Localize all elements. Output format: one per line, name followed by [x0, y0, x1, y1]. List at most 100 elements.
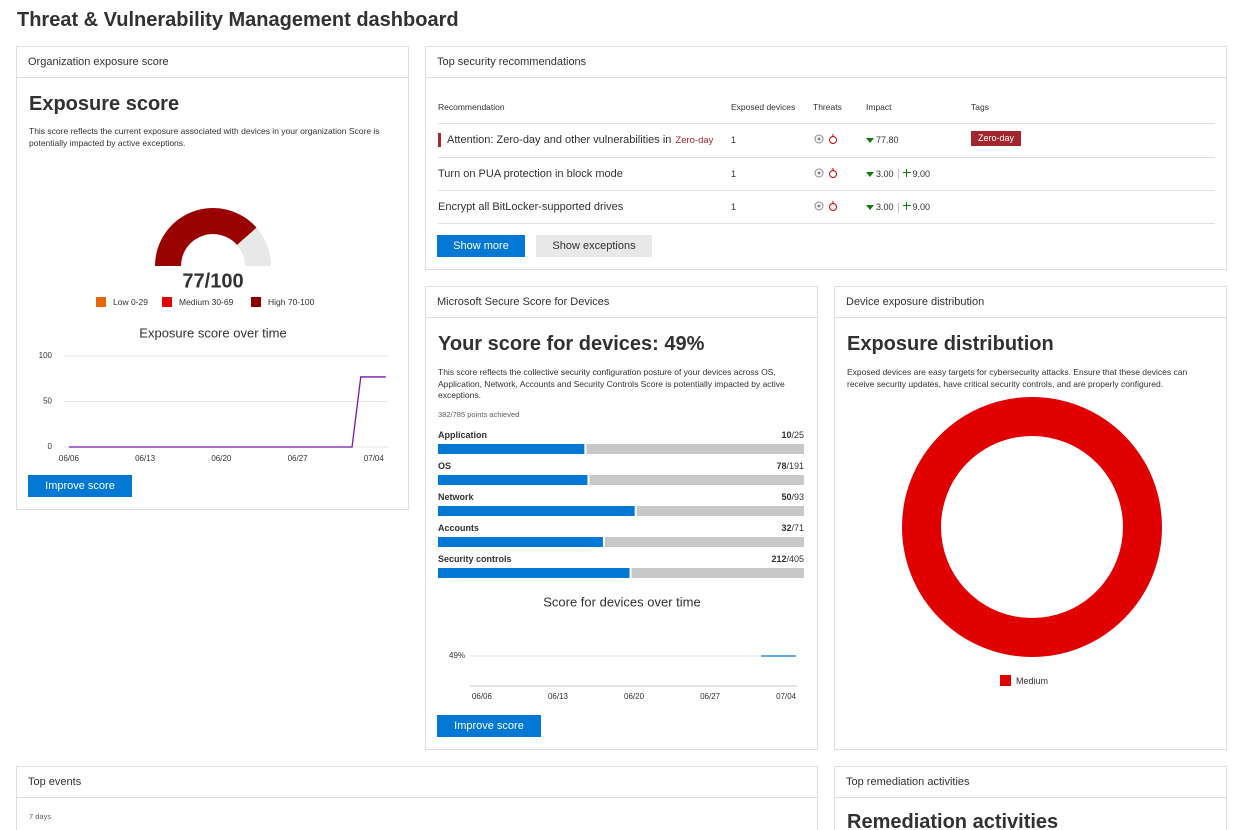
- y-tick-label: 100: [39, 351, 53, 360]
- show-more-button[interactable]: Show more: [437, 235, 525, 257]
- max: /93: [791, 492, 804, 502]
- gauge-label: 77/100: [182, 270, 243, 292]
- plus-icon: [902, 202, 911, 210]
- recommendation-name: Encrypt all BitLocker-supported drives: [438, 201, 623, 213]
- card: Top security recommendations Recommendati…: [425, 46, 1227, 270]
- x-tick-label: 06/13: [548, 692, 569, 701]
- category-name: Security controls: [438, 554, 512, 564]
- category-score: 10/25: [781, 430, 804, 440]
- bar: [438, 475, 588, 485]
- divider: [835, 317, 1226, 318]
- recommendation-name: Attention: Zero-day and other vulnerabil…: [447, 134, 713, 146]
- legend-label: Low 0-29: [113, 297, 148, 307]
- impact-value: 3.00: [876, 168, 894, 179]
- card: Top remediation activities Remediation ac…: [834, 766, 1227, 830]
- x-tick-label: 06/06: [59, 454, 80, 463]
- category-score: 212/405: [771, 554, 804, 564]
- show-exceptions-button[interactable]: Show exceptions: [536, 235, 652, 257]
- legend-swatch: [251, 297, 261, 307]
- category-score: 78/191: [776, 461, 804, 471]
- bar: [438, 444, 585, 454]
- card: Top events 7 days: [16, 766, 818, 830]
- card-heading: Exposure distribution: [847, 333, 1054, 355]
- recommendation-name: Turn on PUA protection in block mode: [438, 168, 623, 180]
- impact: 3.00 9.00: [866, 168, 931, 180]
- card-header: Microsoft Secure Score for Devices: [437, 296, 610, 308]
- bar: [438, 568, 630, 578]
- improve-score-button[interactable]: Improve score: [28, 475, 132, 497]
- legend-swatch: [96, 297, 106, 307]
- x-tick-label: 07/04: [364, 454, 385, 463]
- legend-swatch: [162, 297, 172, 307]
- score-impact-value: 9.00: [912, 168, 931, 179]
- max: /71: [791, 523, 804, 533]
- threat-icons: [814, 167, 840, 183]
- gauge-value: [155, 207, 257, 266]
- max: /405: [786, 554, 804, 564]
- y-tick-label: 50: [43, 397, 52, 406]
- card: Organization exposure score Exposure scor…: [16, 46, 409, 510]
- column-header: Impact: [866, 102, 892, 112]
- row-divider: [438, 223, 1215, 224]
- impact-value: 3.00: [876, 202, 894, 212]
- period: 7 days: [29, 812, 52, 821]
- divider: [17, 797, 817, 798]
- impact: 3.00 9.00: [866, 202, 930, 213]
- impact-value: 77.80: [876, 135, 899, 145]
- category-score: 32/71: [781, 523, 804, 533]
- card-heading: Remediation activities: [847, 811, 1059, 830]
- card-heading: Exposure score: [29, 93, 180, 115]
- max: /191: [786, 461, 804, 471]
- tag: Zero-day: [971, 131, 1022, 146]
- x-tick-label: 07/04: [776, 692, 797, 701]
- row-divider: [438, 157, 1215, 158]
- exposed-devices: 1: [731, 168, 737, 179]
- legend-label: Medium: [1016, 676, 1048, 686]
- impact-arrow: [866, 171, 874, 177]
- x-tick-label: 06/27: [288, 454, 309, 463]
- impact: 77.80: [866, 135, 899, 145]
- x-tick-label: 06/06: [472, 692, 493, 701]
- card-description: Exposed devices are easy targets for cyb…: [847, 367, 1188, 389]
- column-header: Recommendation: [438, 102, 505, 112]
- inline-tag: Zero-day: [675, 135, 714, 146]
- impact-arrow: [866, 138, 874, 143]
- bar-track: [438, 444, 804, 454]
- threat-icons: [814, 200, 840, 216]
- category-name: Network: [438, 492, 474, 502]
- page-title: Threat & Vulnerability Management dashbo…: [17, 9, 459, 31]
- exposed-devices: 1: [731, 202, 737, 212]
- bar: [438, 506, 635, 516]
- legend-swatch: [1000, 675, 1011, 686]
- category-name: Application: [438, 430, 487, 440]
- category-score: 50/93: [781, 492, 804, 502]
- improve-score-button[interactable]: Improve score: [437, 715, 541, 737]
- card-header: Device exposure distribution: [846, 296, 985, 308]
- chart-title: Exposure score over time: [139, 325, 286, 340]
- bar: [438, 537, 603, 547]
- card-header: Top remediation activities: [846, 776, 970, 788]
- column-header: Threats: [813, 102, 842, 112]
- x-tick-label: 06/13: [135, 454, 156, 463]
- score: 78: [776, 461, 787, 471]
- card-header: Organization exposure score: [28, 56, 169, 68]
- card-header: Top security recommendations: [437, 56, 587, 68]
- recommendation-text: Attention: Zero-day and other vulnerabil…: [447, 134, 672, 146]
- recommendation-text: Turn on PUA protection in block mode: [438, 167, 623, 180]
- score: 32: [781, 523, 792, 533]
- threat-icons: [814, 133, 840, 149]
- threat-icons-graphic: [814, 167, 837, 178]
- category-name: Accounts: [438, 523, 480, 533]
- threat-icons-graphic: [814, 201, 837, 211]
- y-tick-label: 0: [48, 442, 53, 451]
- x-tick-label: 06/20: [211, 454, 232, 463]
- exposed-devices: 1: [731, 135, 737, 145]
- card-heading: Your score for devices: 49%: [438, 333, 705, 355]
- x-tick-label: 06/20: [624, 692, 645, 701]
- impact-divider: [897, 169, 899, 180]
- column-header: Tags: [971, 102, 989, 112]
- divider: [835, 797, 1226, 798]
- row-divider: [438, 123, 1215, 124]
- chart-title: Score for devices over time: [543, 594, 701, 609]
